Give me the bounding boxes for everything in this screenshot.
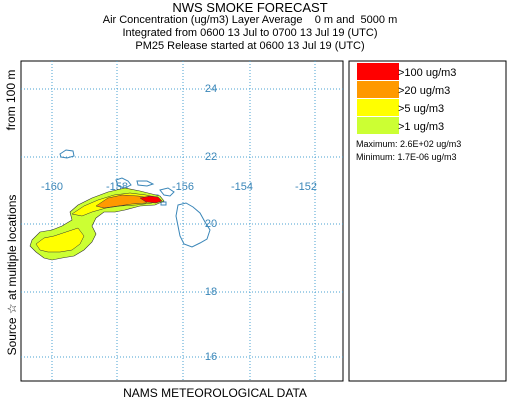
legend-swatches — [357, 63, 399, 134]
source-label-text: Source ☆ at multiple locations — [5, 194, 19, 356]
coast-molokai — [136, 180, 155, 187]
legend-label-gt20: >20 ug/m3 — [398, 85, 450, 97]
release-height-label: from 100 m — [2, 60, 20, 140]
met-data-footer: NAMS METEOROLOGICAL DATA — [123, 386, 307, 400]
plume-gt100 — [139, 195, 163, 204]
coast-kahoolawe — [160, 201, 167, 206]
lon-label-154: -154 — [231, 181, 253, 193]
lat-label-18: 18 — [205, 286, 217, 298]
coast-maui — [159, 187, 175, 197]
map-title: NWS SMOKE FORECAST — [172, 0, 328, 15]
lon-label-152: -152 — [295, 181, 317, 193]
lon-label-156: -156 — [172, 181, 194, 193]
integration-period: Integrated from 0600 13 Jul to 0700 13 J… — [122, 27, 378, 39]
legend-swatch-gt20 — [357, 81, 399, 98]
map-frame — [20, 60, 344, 382]
lat-lon-grid — [21, 61, 343, 381]
coast-oahu — [115, 177, 132, 189]
concentration-subtitle: Air Concentration (ug/m3) Layer Average … — [102, 14, 398, 26]
legend-minimum: Minimum: 1.7E-06 ug/m3 — [356, 152, 457, 162]
lat-label-16: 16 — [205, 351, 217, 363]
coast-hawaii — [175, 202, 211, 248]
release-height-text: from 100 m — [4, 69, 18, 131]
legend-frame — [348, 60, 507, 382]
plume-gt5-south — [35, 227, 85, 253]
legend-swatch-gt5 — [357, 99, 399, 116]
lat-label-22: 22 — [205, 151, 217, 163]
release-info: PM25 Release started at 0600 13 Jul 19 (… — [135, 40, 365, 52]
legend-swatch-gt1 — [357, 117, 399, 134]
legend-label-gt100: >100 ug/m3 — [398, 67, 456, 79]
legend-maximum: Maximum: 2.6E+02 ug/m3 — [356, 139, 461, 149]
source-label: Source ☆ at multiple locations — [4, 160, 20, 390]
legend-label-gt5: >5 ug/m3 — [398, 103, 444, 115]
lat-label-24: 24 — [205, 83, 217, 95]
legend-swatch-gt100 — [357, 63, 399, 80]
lon-label-160: -160 — [41, 181, 63, 193]
legend-label-gt1: >1 ug/m3 — [398, 121, 444, 133]
coast-kauai — [59, 149, 75, 159]
